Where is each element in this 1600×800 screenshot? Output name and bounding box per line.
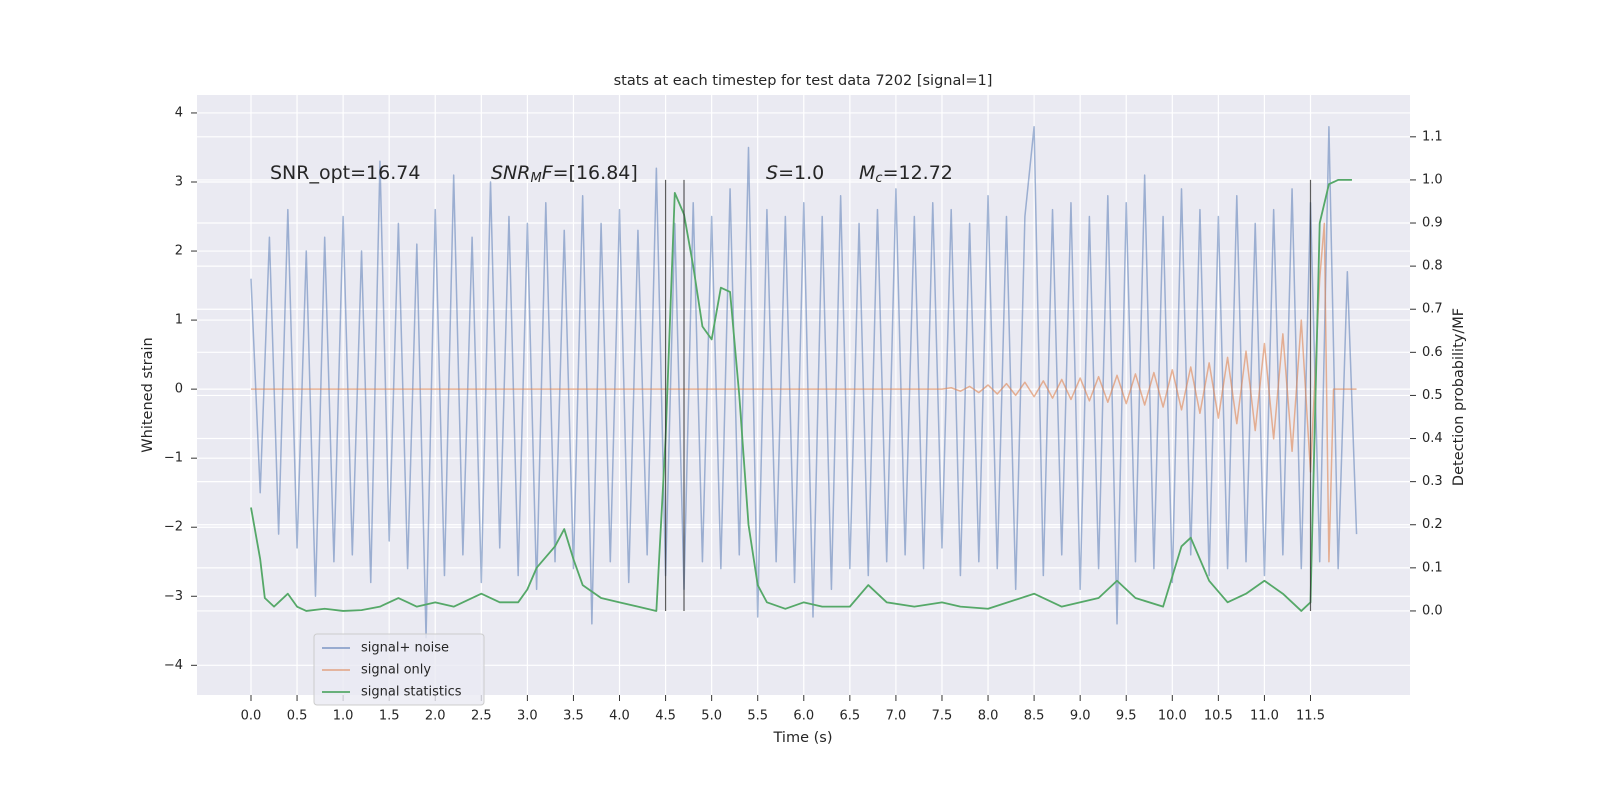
x-tick-label: 6.0 [793, 709, 814, 724]
y2-axis-label: Detection probability/MF [1451, 308, 1467, 486]
x-tick-label: 5.0 [701, 709, 722, 724]
x-tick-label: 6.5 [839, 709, 860, 724]
legend-label: signal statistics [361, 685, 462, 700]
x-tick-label: 11.5 [1296, 709, 1325, 724]
y-axis-label: Whitened strain [140, 337, 156, 452]
y2-tick-label: 0.2 [1422, 517, 1443, 532]
y2-tick-label: 1.1 [1422, 129, 1443, 144]
annotation-part: SNR_opt=16.74 [270, 162, 420, 184]
y-tick-label: 3 [175, 174, 183, 189]
x-tick-label: 10.5 [1204, 709, 1233, 724]
x-tick-label: 7.5 [932, 709, 953, 724]
y-tick-label: −2 [164, 520, 183, 535]
x-tick-label: 0.0 [241, 709, 262, 724]
annotation-part: =1.0 [778, 162, 824, 184]
series-line [250, 126, 1358, 639]
annotation: Mc=12.72 [859, 162, 953, 186]
y-tick-label: −1 [164, 451, 183, 466]
annotation-part: SNR [491, 162, 530, 184]
x-tick-label: 8.5 [1024, 709, 1045, 724]
legend-label: signal+ noise [361, 641, 449, 656]
series-line [250, 222, 1357, 563]
annotation-part: M [530, 171, 541, 186]
annotation: SNRMF=[16.84] [491, 162, 638, 186]
x-tick-label: 4.5 [655, 709, 676, 724]
annotation-part: =[16.84] [553, 162, 638, 184]
y2-tick-label: 0.8 [1422, 259, 1443, 274]
y2-tick-label: 0.3 [1422, 474, 1443, 489]
x-tick-label: 3.0 [517, 709, 538, 724]
x-tick-label: 5.5 [747, 709, 768, 724]
x-tick-label: 2.5 [471, 709, 492, 724]
legend-label: signal only [361, 663, 431, 678]
x-tick-label: 1.0 [333, 709, 354, 724]
y-tick-label: 0 [175, 382, 183, 397]
annotation-part: M [859, 162, 875, 184]
y2-tick-label: 0.7 [1422, 302, 1443, 317]
chart-title: stats at each timestep for test data 720… [614, 73, 993, 89]
y-tick-label: −4 [164, 658, 183, 673]
y-tick-label: 1 [175, 313, 183, 328]
x-tick-label: 11.0 [1250, 709, 1279, 724]
x-tick-label: 8.0 [978, 709, 999, 724]
y2-tick-label: 0.5 [1422, 388, 1443, 403]
x-tick-label: 1.5 [379, 709, 400, 724]
y-tick-label: 4 [175, 105, 183, 120]
legend-box [313, 633, 485, 706]
annotation: SNR_opt=16.74 [270, 162, 420, 184]
y2-tick-label: 0.9 [1422, 216, 1443, 231]
y2-tick-label: 0.0 [1422, 603, 1443, 618]
x-tick-label: 9.0 [1070, 709, 1091, 724]
y2-tick-label: 0.1 [1422, 560, 1443, 575]
x-tick-label: 7.0 [886, 709, 907, 724]
y2-tick-label: 0.4 [1422, 431, 1443, 446]
annotation-part: F [542, 162, 554, 184]
y-tick-label: −3 [164, 589, 183, 604]
y2-tick-label: 0.6 [1422, 345, 1443, 360]
y-tick-label: 2 [175, 244, 183, 259]
y2-tick-label: 1.0 [1422, 172, 1443, 187]
x-tick-label: 9.5 [1116, 709, 1137, 724]
x-axis-label: Time (s) [773, 730, 833, 746]
series-line [250, 179, 1352, 612]
x-tick-label: 10.0 [1158, 709, 1187, 724]
annotation: S=1.0 [766, 162, 824, 184]
x-tick-label: 4.0 [609, 709, 630, 724]
x-tick-label: 2.0 [425, 709, 446, 724]
x-tick-label: 3.5 [563, 709, 584, 724]
annotation-part: c [875, 171, 882, 186]
x-tick-label: 0.5 [287, 709, 308, 724]
annotation-part: S [766, 162, 778, 184]
annotation-part: =12.72 [883, 162, 953, 184]
